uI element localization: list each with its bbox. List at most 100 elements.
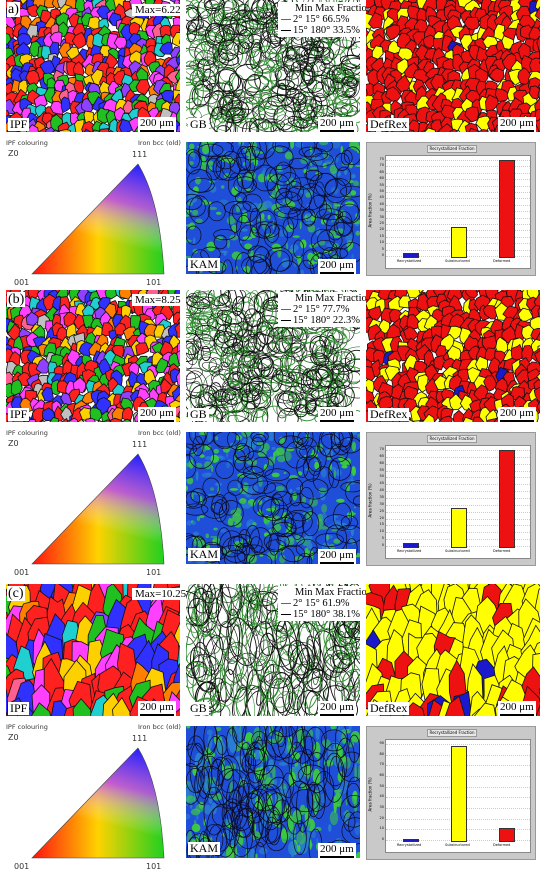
scale-bar-line [320, 420, 354, 422]
gb-scale-bar: 200 μm [318, 117, 356, 132]
chart-x-category: Recrystallized [397, 259, 422, 263]
chart-gridline [386, 179, 530, 181]
gb-legend-row: 15° 180° 38.1% [281, 609, 372, 620]
scale-bar-label: 200 μm [320, 117, 354, 129]
scale-bar-label: 200 μm [320, 843, 354, 855]
chart-y-tick: 70 [379, 447, 384, 451]
scale-bar-line [320, 130, 354, 132]
chart-y-tick: 90 [379, 741, 384, 745]
ipf-key [28, 160, 168, 283]
chart-y-tick: 70 [379, 762, 384, 767]
ipf-key-caption-right: Iron bcc (old) [138, 429, 181, 437]
ipf-scale-bar: 200 μm [138, 701, 176, 716]
ipf-key-corner-101: 101 [146, 278, 162, 287]
ipf-max-label: Max=6.22 [132, 4, 184, 16]
scale-bar-label: 200 μm [320, 407, 354, 419]
panel-letter: (c) [7, 586, 25, 601]
chart-bar-recrystallized [403, 543, 419, 548]
scale-bar-label: 200 μm [500, 407, 534, 419]
kam-map-label: KAM [188, 257, 221, 271]
ipf-key-corner-111: 111 [132, 440, 148, 449]
scale-bar-label: 200 μm [500, 117, 534, 129]
chart-y-tick: 75 [379, 157, 384, 161]
chart-gridline [386, 211, 530, 213]
chart-gridline [386, 498, 530, 499]
chart-x-category: Substructured [445, 843, 470, 847]
recrystallization-fraction-chart: Recrystallized Fraction Area fraction (%)… [366, 432, 536, 566]
ipf-key-axis-label: Z0 [8, 439, 19, 448]
chart-y-tick: 10 [379, 826, 384, 831]
chart-gridline [386, 744, 530, 745]
gb-legend-header: Min Max Fraction [295, 3, 372, 14]
chart-y-tick: 50 [379, 783, 384, 788]
chart-y-tick: 15 [379, 233, 384, 238]
chart-x-category: Recrystallized [397, 843, 422, 847]
ipf-key-caption-right: Iron bcc (old) [138, 139, 181, 147]
chart-bar-deformed [499, 828, 515, 842]
chart-bar-deformed [499, 450, 515, 548]
defrex-scale-bar: 200 μm [498, 701, 536, 716]
gb-legend-row: 2° 15° 77.7% [281, 304, 372, 315]
chart-plot-area [385, 155, 531, 269]
chart-bar-substructured [451, 507, 467, 548]
chart-y-tick: 30 [379, 214, 384, 219]
chart-gridline [386, 172, 530, 174]
chart-y-tick: 60 [379, 176, 384, 181]
chart-y-tick: 15 [379, 522, 384, 527]
ipf-key-corner-001: 001 [14, 862, 30, 871]
defrex-map-label: DefRex [368, 407, 410, 421]
chart-y-tick: 50 [379, 474, 384, 479]
ipf-key-corner-101: 101 [146, 568, 162, 577]
gb-map-label: GB [188, 407, 209, 421]
panel-letter: (b) [7, 292, 26, 307]
chart-y-tick: 35 [379, 495, 384, 499]
ipf-color-triangle [31, 163, 165, 275]
gb-legend-row-text: 2° 15° 61.9% [293, 598, 350, 609]
gb-legend-row: 15° 180° 33.5% [281, 25, 372, 36]
scale-bar-line [500, 714, 534, 716]
chart-y-tick: 20 [379, 815, 384, 820]
ipf-map [6, 0, 180, 132]
chart-y-tick: 35 [379, 208, 384, 213]
chart-y-tick: 5 [381, 536, 384, 541]
gb-scale-bar: 200 μm [318, 407, 356, 422]
scale-bar-line [500, 130, 534, 132]
chart-y-tick: 20 [379, 515, 384, 520]
chart-bar-deformed [499, 160, 515, 258]
chart-bar-substructured [451, 226, 467, 258]
gb-line-swatch [281, 309, 291, 311]
chart-bar-recrystallized [403, 838, 419, 843]
scale-bar-label: 200 μm [140, 701, 174, 713]
kam-map [186, 142, 360, 274]
gb-line-swatch [281, 320, 291, 322]
scale-bar-line [320, 272, 354, 274]
gb-legend-row: 15° 180° 22.3% [281, 315, 372, 326]
ipf-key-corner-111: 111 [132, 150, 148, 159]
ipf-key-corner-001: 001 [14, 568, 30, 577]
scale-bar-label: 200 μm [320, 259, 354, 271]
chart-x-category: Substructured [445, 549, 470, 553]
chart-title: Recrystallized Fraction [427, 729, 477, 737]
gb-legend: Min Max Fraction 2° 15° 66.5% 15° 180° 33.… [278, 2, 375, 37]
scale-bar-label: 200 μm [140, 117, 174, 129]
kam-map-label: KAM [188, 841, 221, 855]
ipf-key-caption-left: IPF colouring [6, 429, 48, 437]
gb-legend-row-text: 2° 15° 66.5% [293, 14, 350, 25]
gb-legend-row-text: 15° 180° 38.1% [293, 609, 361, 620]
scale-bar-line [140, 420, 174, 422]
scale-bar-line [140, 714, 174, 716]
defrex-scale-bar: 200 μm [498, 117, 536, 132]
gb-map-label: GB [188, 117, 209, 131]
chart-y-tick: 45 [379, 481, 384, 486]
chart-y-tick: 70 [379, 163, 384, 168]
kam-map [186, 432, 360, 564]
kam-scale-bar: 200 μm [318, 843, 356, 858]
chart-y-tick: 65 [379, 453, 384, 458]
gb-legend-row-text: 15° 180° 33.5% [293, 25, 361, 36]
kam-map [186, 726, 360, 858]
recrystallization-fraction-chart: Recrystallized Fraction Area fraction (%)… [366, 142, 536, 276]
scale-bar-line [140, 130, 174, 132]
ipf-key-corner-101: 101 [146, 862, 162, 871]
ipf-key-corner-111: 111 [132, 734, 148, 743]
scale-bar-line [500, 420, 534, 422]
